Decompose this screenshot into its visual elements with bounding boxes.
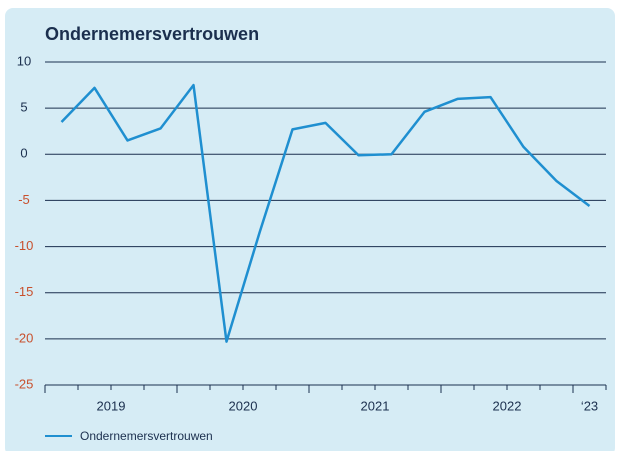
- y-tick-label: -5: [18, 192, 30, 207]
- x-group-label: 2022: [493, 398, 522, 413]
- x-group-label: 2021: [361, 398, 390, 413]
- y-tick-label: 10: [17, 53, 31, 68]
- x-group-label: 2020: [229, 398, 258, 413]
- y-tick-label: -10: [15, 238, 34, 253]
- y-tick-label: -15: [15, 284, 34, 299]
- y-tick-label: -25: [15, 376, 34, 391]
- chart-title: Ondernemersvertrouwen: [45, 24, 259, 44]
- y-tick-label: -20: [15, 330, 34, 345]
- legend-label: Ondernemersvertrouwen: [80, 429, 213, 443]
- x-group-label: 2019: [97, 398, 126, 413]
- y-tick-label: 0: [20, 146, 27, 161]
- x-group-label: ‘23: [581, 398, 598, 413]
- card: [5, 8, 615, 451]
- y-tick-label: 5: [20, 100, 27, 115]
- series-line: [60, 83, 591, 343]
